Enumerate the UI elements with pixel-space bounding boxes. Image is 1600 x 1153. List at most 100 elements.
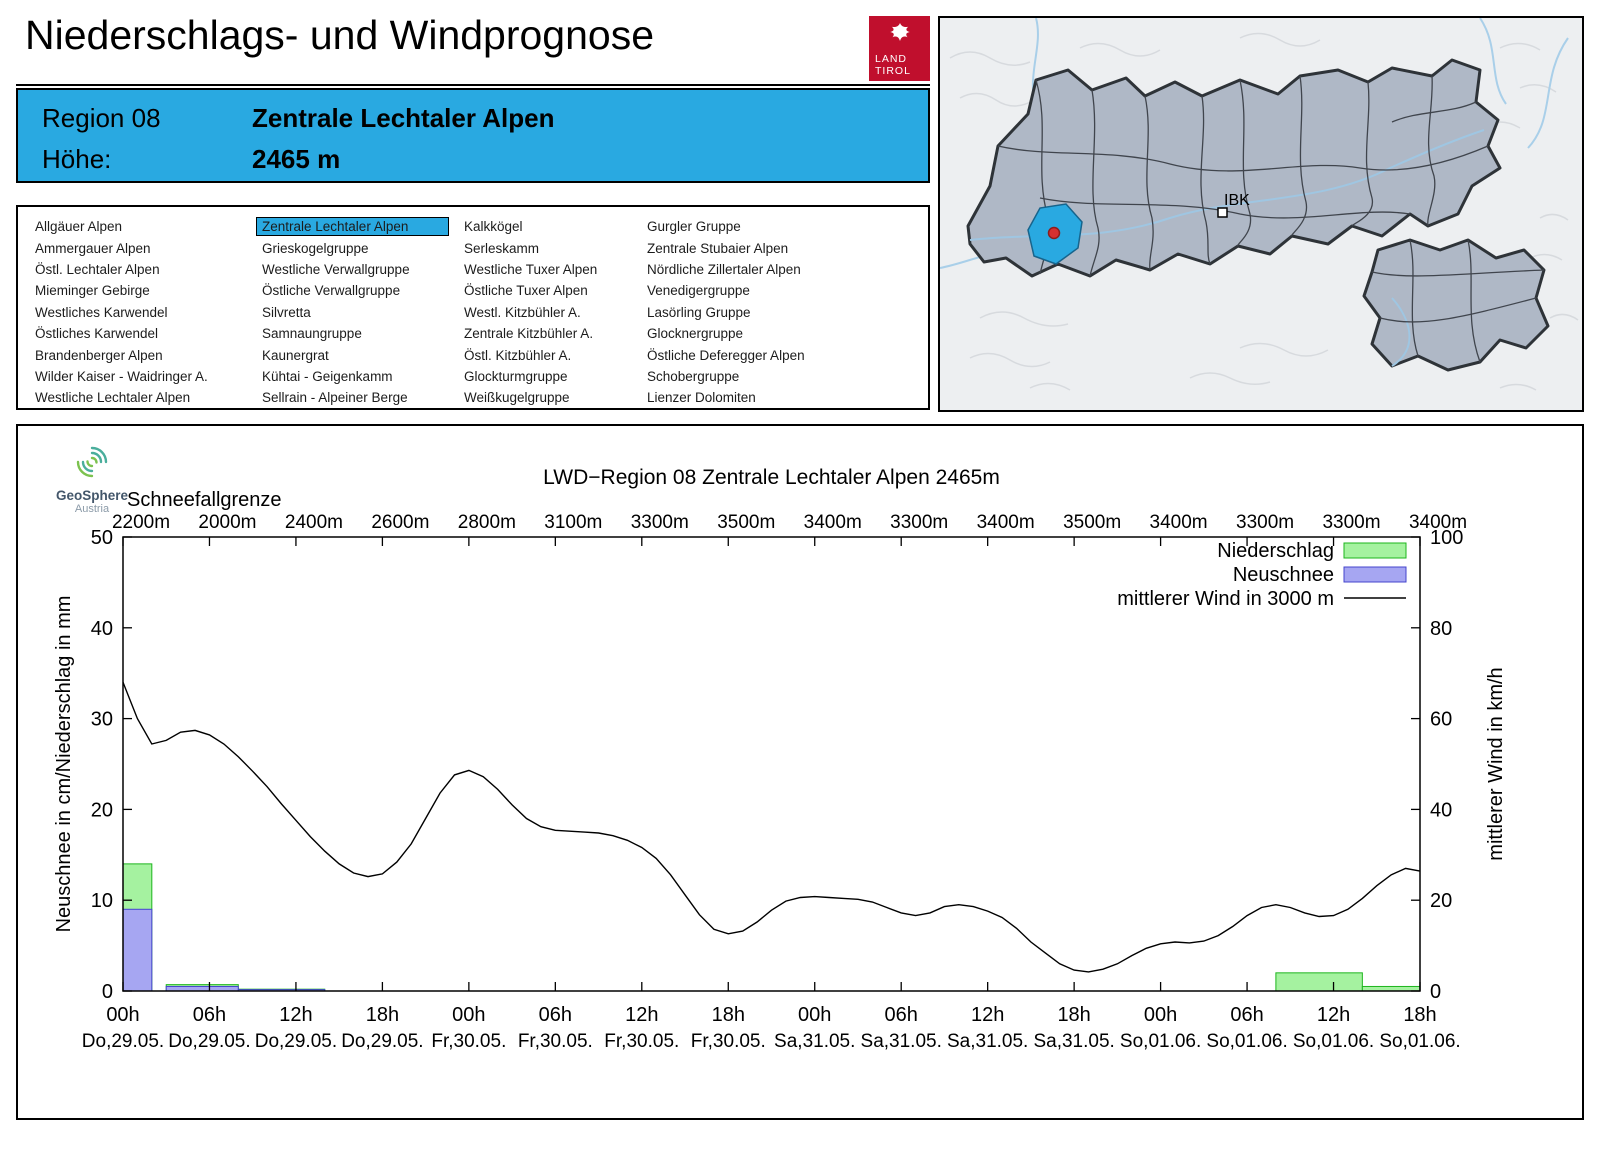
- region-item[interactable]: Sellrain - Alpeiner Berge: [262, 387, 449, 408]
- region-item[interactable]: Schobergruppe: [647, 366, 805, 387]
- neuschnee-bar: [122, 908, 153, 992]
- region-item[interactable]: Westliche Verwallgruppe: [262, 259, 449, 280]
- region-item[interactable]: Glockturmgruppe: [464, 366, 597, 387]
- region-item[interactable]: Kühtai - Geigenkamm: [262, 366, 449, 387]
- region-item[interactable]: Lasörling Gruppe: [647, 302, 805, 323]
- region-item-label: Zentrale Stubaier Alpen: [647, 240, 789, 256]
- land-tirol-logo-text: LAND TIROL: [875, 53, 924, 77]
- region-column: Kalkkögel Serleskamm Westliche Tuxer Alpen…: [464, 216, 597, 409]
- region-item[interactable]: Lienzer Dolomiten: [647, 387, 805, 408]
- tirol-map-svg: IBK: [939, 17, 1582, 410]
- x-tick-date: Do,29.05.: [168, 1031, 250, 1052]
- x-tick-time: 06h: [539, 1004, 572, 1026]
- x-tick-time: 12h: [279, 1004, 312, 1026]
- x-tick-date: Do,29.05.: [255, 1031, 337, 1052]
- y-right-tick-label: 100: [1430, 527, 1463, 549]
- x-tick-date: Sa,31.05.: [774, 1031, 855, 1052]
- y-right-tick-label: 0: [1430, 981, 1441, 1003]
- region-item-selected[interactable]: Zentrale Lechtaler Alpen: [256, 216, 449, 237]
- region-item[interactable]: Mieminger Gebirge: [35, 280, 208, 301]
- x-tick-date: So,01.06.: [1120, 1031, 1201, 1052]
- region-item-label: Östliche Deferegger Alpen: [647, 347, 805, 363]
- snowline-value: 3500m: [717, 512, 775, 533]
- selected-region-marker-dot: [1047, 226, 1061, 240]
- region-item[interactable]: Östl. Lechtaler Alpen: [35, 259, 208, 280]
- y-left-tick-label: 0: [102, 981, 113, 1003]
- region-item-label: Silvretta: [262, 304, 311, 320]
- region-item[interactable]: Kalkkögel: [464, 216, 597, 237]
- region-item[interactable]: Brandenberger Alpen: [35, 344, 208, 365]
- x-tick-date: Sa,31.05.: [947, 1031, 1028, 1052]
- region-item[interactable]: Ammergauer Alpen: [35, 237, 208, 258]
- snowline-value: 3300m: [631, 512, 689, 533]
- region-item[interactable]: Silvretta: [262, 302, 449, 323]
- region-item-label: Östl. Lechtaler Alpen: [35, 261, 160, 277]
- region-item[interactable]: Westl. Kitzbühler A.: [464, 302, 597, 323]
- x-tick-time: 06h: [1230, 1004, 1263, 1026]
- region-item[interactable]: Wilder Kaiser - Waidringer A.: [35, 366, 208, 387]
- region-item[interactable]: Nördliche Zillertaler Alpen: [647, 259, 805, 280]
- region-item[interactable]: Gurgler Gruppe: [647, 216, 805, 237]
- snowline-value: 3300m: [1322, 512, 1380, 533]
- region-item-label: Westliches Karwendel: [35, 304, 168, 320]
- ibk-label: IBK: [1224, 192, 1250, 209]
- region-item[interactable]: Östliches Karwendel: [35, 323, 208, 344]
- region-item[interactable]: Serleskamm: [464, 237, 597, 258]
- snowline-value: 2400m: [285, 512, 343, 533]
- x-tick-time: 18h: [1403, 1004, 1436, 1026]
- x-tick-time: 12h: [1317, 1004, 1350, 1026]
- y-right-tick-label: 60: [1430, 709, 1452, 731]
- tirol-overview-map: IBK: [938, 16, 1584, 412]
- x-tick-time: 12h: [971, 1004, 1004, 1026]
- x-tick-time: 00h: [452, 1004, 485, 1026]
- region-item[interactable]: Allgäuer Alpen: [35, 216, 208, 237]
- region-item[interactable]: Glocknergruppe: [647, 323, 805, 344]
- region-item-label: Nördliche Zillertaler Alpen: [647, 261, 801, 277]
- x-tick-date: Sa,31.05.: [1033, 1031, 1114, 1052]
- region-item[interactable]: Grieskogelgruppe: [262, 237, 449, 258]
- region-item[interactable]: Weißkugelgruppe: [464, 387, 597, 408]
- snowline-value: 3400m: [977, 512, 1035, 533]
- region-item[interactable]: Westliche Lechtaler Alpen: [35, 387, 208, 408]
- region-column: Allgäuer Alpen Ammergauer Alpen Östl. Lech…: [35, 216, 208, 409]
- region-item[interactable]: Östliche Tuxer Alpen: [464, 280, 597, 301]
- snowline-value: 3500m: [1063, 512, 1121, 533]
- region-item[interactable]: Westliche Tuxer Alpen: [464, 259, 597, 280]
- region-item-label: Kalkkögel: [464, 219, 523, 235]
- region-item[interactable]: Zentrale Kitzbühler A.: [464, 323, 597, 344]
- region-item-label: Kaunergrat: [262, 347, 329, 363]
- region-item-label: Lienzer Dolomiten: [647, 390, 756, 406]
- page-title: Niederschlags- und Windprognose: [25, 12, 655, 58]
- snowline-value: 2800m: [458, 512, 516, 533]
- x-tick-date: Fr,30.05.: [431, 1031, 506, 1052]
- region-item-label: Westliche Tuxer Alpen: [464, 261, 598, 277]
- x-tick-time: 06h: [193, 1004, 226, 1026]
- region-item[interactable]: Östl. Kitzbühler A.: [464, 344, 597, 365]
- x-tick-date: Fr,30.05.: [691, 1031, 766, 1052]
- snowline-value: 3400m: [1150, 512, 1208, 533]
- x-tick-date: Do,29.05.: [82, 1031, 164, 1052]
- region-item-label: Glockturmgruppe: [464, 368, 568, 384]
- region-item-label: Zentrale Lechtaler Alpen: [256, 217, 449, 237]
- snowline-value: 2600m: [371, 512, 429, 533]
- region-item-label: Glocknergruppe: [647, 326, 744, 342]
- y-left-tick-label: 50: [91, 527, 113, 549]
- x-tick-date: So,01.06.: [1379, 1031, 1460, 1052]
- y-left-tick-label: 10: [91, 890, 113, 912]
- region-item[interactable]: Samnaungruppe: [262, 323, 449, 344]
- wind-line: [122, 682, 1421, 973]
- region-item-label: Zentrale Kitzbühler A.: [464, 326, 594, 342]
- x-tick-time: 18h: [366, 1004, 399, 1026]
- region-item-label: Östliches Karwendel: [35, 326, 159, 342]
- region-item[interactable]: Westliches Karwendel: [35, 302, 208, 323]
- altitude-value: 2465 m: [252, 144, 341, 174]
- region-item[interactable]: Venedigergruppe: [647, 280, 805, 301]
- region-item[interactable]: Zentrale Stubaier Alpen: [647, 237, 805, 258]
- region-item[interactable]: Östliche Deferegger Alpen: [647, 344, 805, 365]
- region-banner-row1: Region 08 Zentrale Lechtaler Alpen: [42, 103, 554, 134]
- x-tick-date: Do,29.05.: [341, 1031, 423, 1052]
- region-item[interactable]: Östliche Verwallgruppe: [262, 280, 449, 301]
- region-item[interactable]: Kaunergrat: [262, 344, 449, 365]
- region-item-label: Allgäuer Alpen: [35, 219, 123, 235]
- geosphere-swirl-icon: [76, 446, 108, 478]
